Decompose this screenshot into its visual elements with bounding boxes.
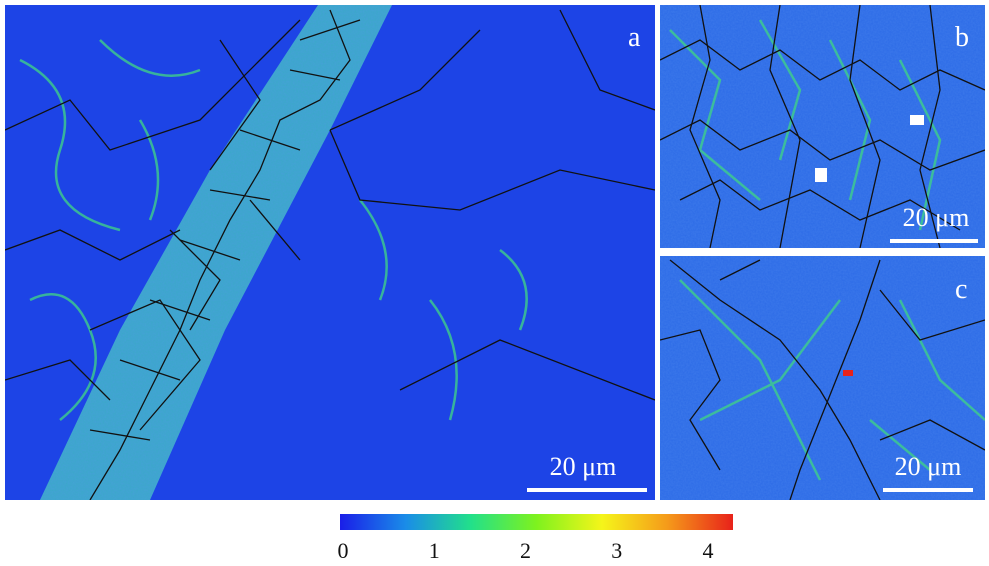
map-a (5, 5, 655, 500)
map-b (660, 5, 985, 248)
colorbar-tick-label: 0 (338, 538, 349, 563)
panel-label: a (628, 22, 641, 53)
colorbar-tick-label: 3 (611, 538, 622, 563)
scale-bar (883, 488, 973, 492)
panel-label: b (955, 22, 969, 53)
panel-label: c (955, 274, 967, 305)
scale-bar-label: 20 μm (550, 452, 617, 481)
colorbar-ticks: 0 1 2 3 4 (338, 538, 714, 563)
scale-bar (890, 239, 978, 243)
scale-bar-label: 20 μm (903, 203, 970, 232)
colorbar (340, 514, 733, 530)
scale-bar (527, 488, 647, 492)
colorbar-tick-label: 2 (520, 538, 531, 563)
map-c (660, 256, 985, 500)
colorbar-tick-label: 1 (429, 538, 440, 563)
scale-bar-label: 20 μm (895, 452, 962, 481)
colorbar-tick-label: 4 (703, 538, 714, 563)
